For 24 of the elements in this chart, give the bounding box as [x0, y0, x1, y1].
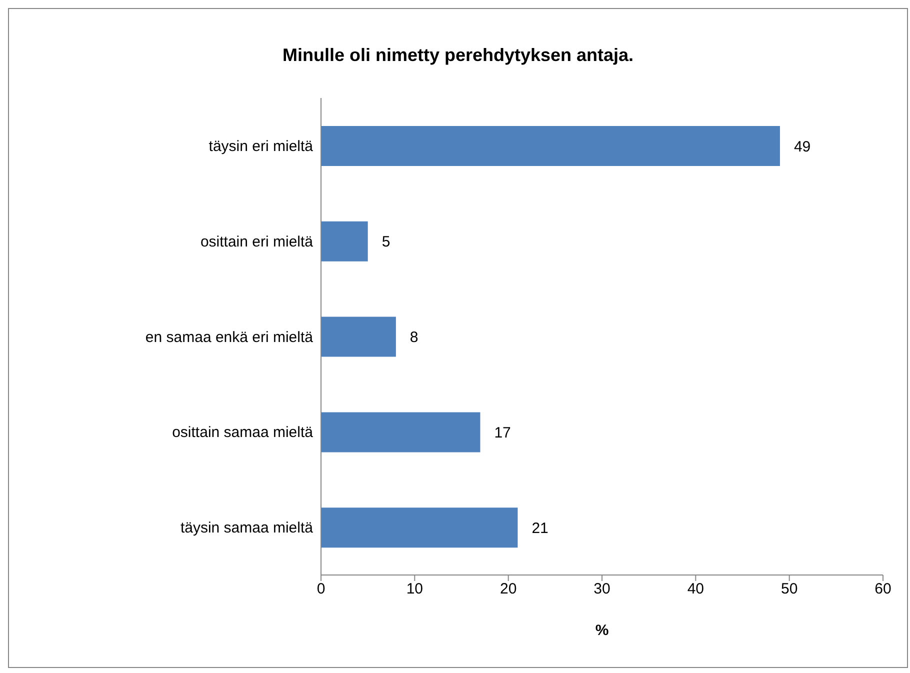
bar	[321, 316, 396, 357]
data-label: 5	[382, 234, 390, 251]
bar	[321, 508, 518, 548]
data-label: 49	[794, 138, 811, 156]
data-label: 21	[532, 520, 548, 537]
x-tick-label: 60	[874, 580, 892, 598]
bar	[321, 412, 480, 452]
data-label: 17	[494, 424, 511, 442]
x-tick-label: 40	[687, 580, 704, 598]
y-tick-label: osittain samaa mieltä	[172, 424, 314, 442]
bar	[321, 221, 368, 262]
x-tick-label: 20	[500, 580, 517, 598]
y-tick-label: täysin samaa mieltä	[180, 520, 314, 537]
x-tick-label: 10	[406, 580, 424, 598]
y-tick-label: osittain eri mieltä	[200, 233, 314, 250]
data-label: 8	[410, 329, 418, 346]
x-tick-label: 0	[316, 580, 326, 598]
x-tick-label: 30	[594, 580, 610, 598]
x-axis-title: %	[595, 622, 609, 639]
x-tick-label: 50	[780, 580, 798, 598]
y-tick-label: en samaa enkä eri mieltä	[145, 328, 314, 346]
chart-title: Minulle oli nimetty perehdytyksen antaja.	[281, 45, 635, 66]
bar	[321, 126, 780, 166]
y-tick-label: täysin eri mieltä	[208, 138, 314, 156]
